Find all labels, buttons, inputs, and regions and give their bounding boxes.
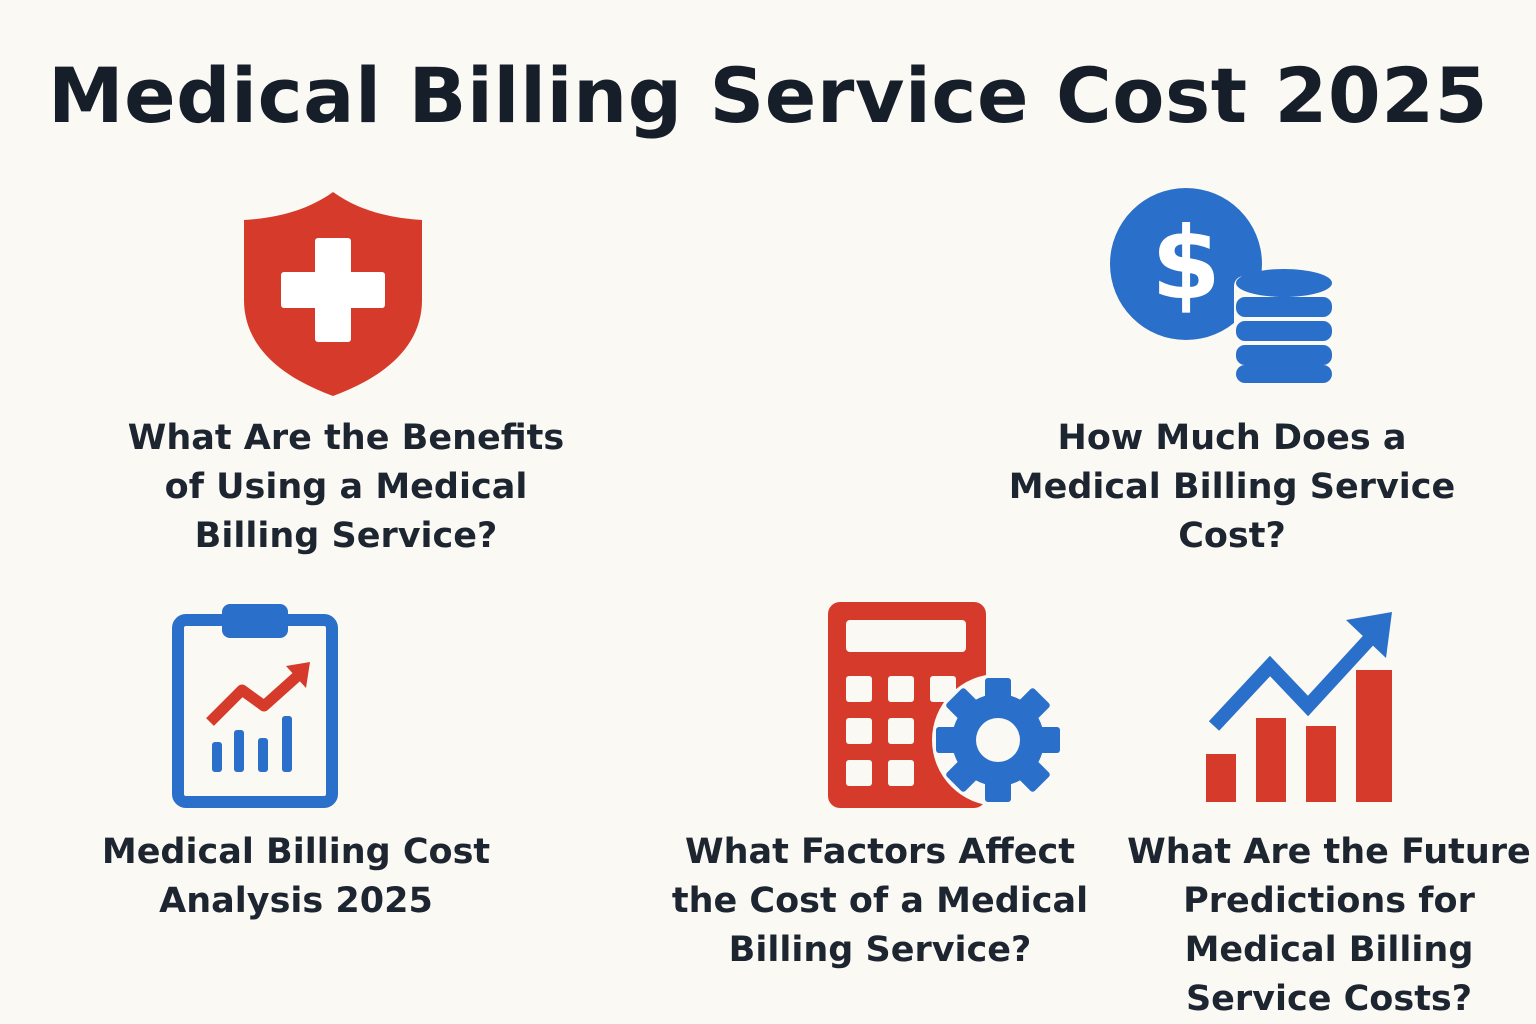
page-title: Medical Billing Service Cost 2025	[47, 51, 1488, 140]
growth-chart-icon	[1200, 608, 1400, 804]
caption-line: Cost?	[1178, 516, 1286, 556]
caption-line: Predictions for	[1183, 881, 1475, 921]
caption-line: of Using a Medical	[164, 467, 528, 507]
calculator-gear-icon	[826, 600, 1062, 812]
dollar-coins-icon: $	[1108, 186, 1338, 386]
caption-line: What Factors Affect	[685, 832, 1075, 872]
shield-plus-icon	[238, 188, 428, 400]
caption-line: What Are the Benefits	[127, 418, 565, 458]
svg-text:$: $	[1151, 205, 1221, 322]
analysis-caption: Medical Billing Cost Analysis 2025	[56, 828, 536, 926]
caption-line: Medical Billing Cost	[101, 832, 491, 872]
factors-caption: What Factors Affect the Cost of a Medica…	[640, 828, 1120, 975]
caption-line: What Are the Future	[1127, 832, 1531, 872]
caption-line: Service Costs?	[1185, 979, 1473, 1019]
caption-line: the Cost of a Medical	[671, 881, 1089, 921]
caption-line: Medical Billing	[1184, 930, 1474, 970]
clipboard-chart-icon	[172, 602, 338, 808]
caption-line: Billing Service?	[728, 930, 1032, 970]
caption-line: Medical Billing Service	[1008, 467, 1456, 507]
caption-line: Analysis 2025	[159, 881, 433, 921]
caption-line: How Much Does a	[1057, 418, 1407, 458]
cost-caption: How Much Does a Medical Billing Service …	[972, 414, 1492, 561]
caption-line: Billing Service?	[194, 516, 498, 556]
predictions-caption: What Are the Future Predictions for Medi…	[1124, 828, 1534, 1024]
benefits-caption: What Are the Benefits of Using a Medical…	[96, 414, 596, 561]
